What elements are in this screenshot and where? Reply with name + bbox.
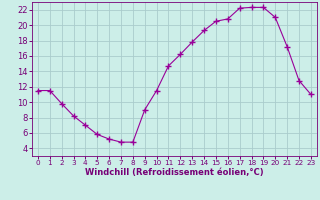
X-axis label: Windchill (Refroidissement éolien,°C): Windchill (Refroidissement éolien,°C) xyxy=(85,168,264,177)
